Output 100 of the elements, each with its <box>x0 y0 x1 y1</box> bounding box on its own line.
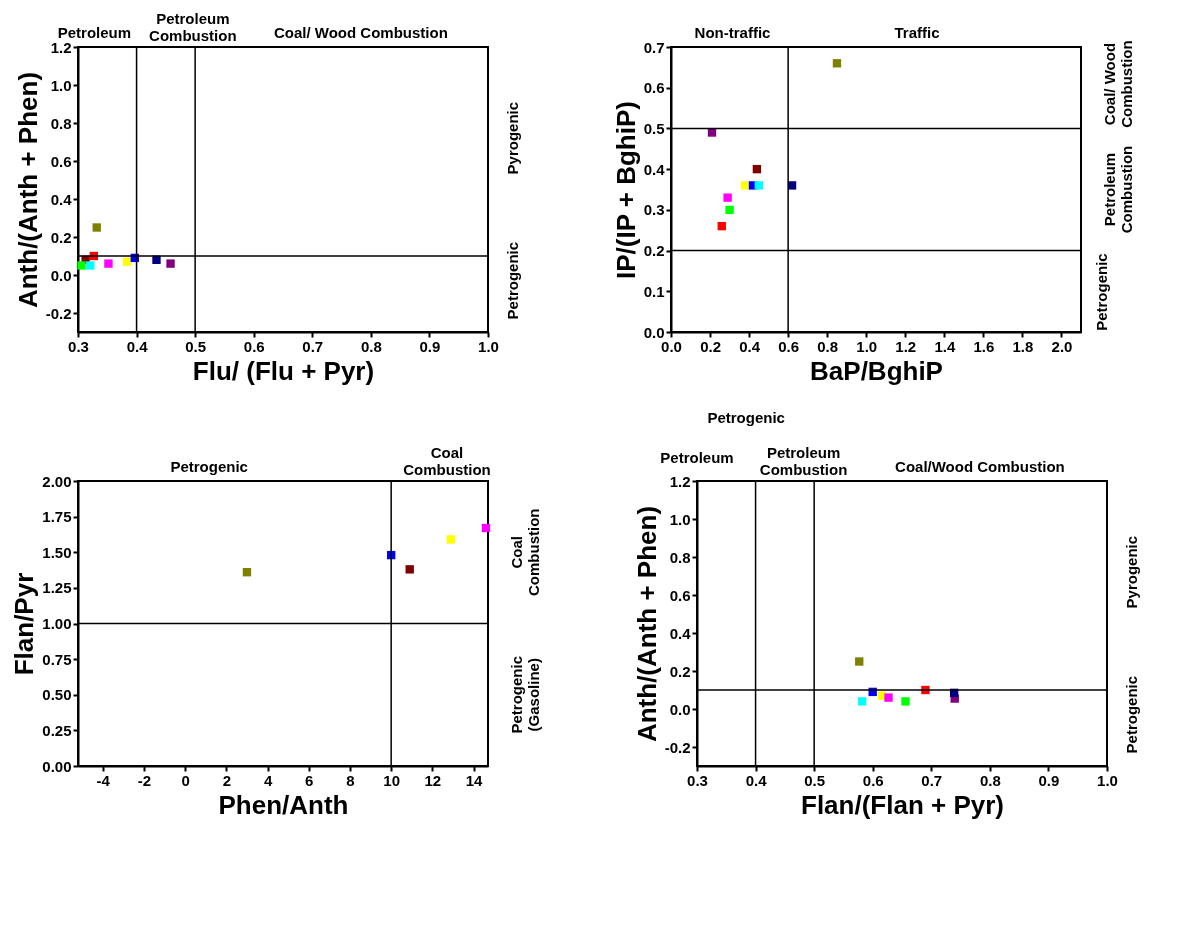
y-tick-label: 0.6 <box>50 152 72 170</box>
x-tick-label: 1.0 <box>478 337 499 355</box>
x-tick-label: 1.4 <box>934 337 956 355</box>
text: Petrogenic <box>707 409 785 427</box>
x-axis-title: Flan/(Flan + Pyr) <box>801 789 1004 820</box>
x-tick-label: 14 <box>465 771 484 789</box>
text: Petrogenic (Gasoline) <box>507 655 542 734</box>
x-tick-label: 10 <box>383 771 401 789</box>
x-tick-label: 0.7 <box>921 771 943 789</box>
y-tick-label: 0.7 <box>643 38 665 56</box>
x-axis-title: Flu/ (Flu + Pyr) <box>192 355 375 386</box>
y-tick-label: 0.50 <box>42 686 72 704</box>
x-tick-label: 0.5 <box>185 337 207 355</box>
x-tick-label: -4 <box>96 771 111 789</box>
x-tick-label: 8 <box>346 771 355 789</box>
y-tick-label: 0.0 <box>643 323 665 341</box>
point <box>481 523 491 533</box>
text: Coal/ Wood Combustion <box>273 23 448 41</box>
y-tick-label: 0.6 <box>643 79 665 97</box>
point <box>104 259 113 268</box>
x-tick-label: 1.8 <box>1012 337 1034 355</box>
y-axis-title: Flan/Pyr <box>9 572 40 676</box>
x-tick-label: 0.3 <box>68 337 89 355</box>
x-tick-label: 0.6 <box>243 337 265 355</box>
x-tick-label: -2 <box>137 771 152 789</box>
point <box>752 164 762 174</box>
y-tick-label: 0.3 <box>643 201 665 219</box>
y-tick-label: 0.1 <box>643 282 665 300</box>
point <box>855 657 864 666</box>
y-tick-label: 1.00 <box>42 615 72 632</box>
text: Coal/ Wood Combustion <box>1100 40 1135 128</box>
text: Pyrogenic <box>503 101 521 175</box>
text: Petrogenic <box>1092 253 1110 331</box>
text: Coal/Wood Combustion <box>895 457 1065 475</box>
point <box>741 181 750 190</box>
y-tick-label: 0.6 <box>669 586 691 604</box>
text: Petroleum <box>660 449 734 467</box>
x-tick-label: 0.8 <box>360 337 382 355</box>
x-tick-label: 0.4 <box>739 337 761 355</box>
text: Petroleum Combustion <box>759 443 848 478</box>
y-tick-label: 0.0 <box>50 266 72 284</box>
x-tick-label: 1.2 <box>895 337 917 355</box>
text: Traffic <box>894 23 940 41</box>
point <box>725 205 734 215</box>
text: Coal Combustion <box>507 508 542 596</box>
x-tick-label: 0.7 <box>302 337 324 355</box>
y-tick-label: 1.50 <box>42 543 72 561</box>
y-tick-label: -0.2 <box>45 304 72 322</box>
x-tick-label: 0.2 <box>700 337 721 355</box>
x-tick-label: 12 <box>424 771 442 789</box>
x-tick-label: 2 <box>222 771 232 789</box>
x-tick-label: 0.9 <box>419 337 441 355</box>
y-axis-title: Anth/(Anth + Phen) <box>12 71 43 309</box>
y-tick-label: 1.0 <box>50 76 72 94</box>
x-tick-label: 1.6 <box>973 337 995 355</box>
point <box>92 223 101 232</box>
x-tick-label: 0.4 <box>126 337 149 355</box>
y-tick-label: 0.75 <box>42 650 72 668</box>
text: Petroleum <box>57 23 132 41</box>
y-axis-title: Anth/(Anth + Phen) <box>631 505 662 743</box>
y-tick-label: 0.2 <box>643 242 665 260</box>
text: Pyrogenic <box>1122 535 1140 609</box>
x-tick-label: 0.8 <box>979 771 1001 789</box>
point <box>77 261 86 270</box>
point <box>857 697 867 706</box>
y-tick-label: 0.4 <box>669 624 692 642</box>
point <box>884 693 893 702</box>
text: Petrogenic <box>1122 675 1140 754</box>
text: Petroleum Combustion <box>149 9 237 44</box>
y-tick-label: 0.25 <box>42 721 72 739</box>
point <box>123 257 132 266</box>
x-tick-label: 0.6 <box>778 337 800 355</box>
y-tick-label: 1.2 <box>50 38 72 56</box>
y-tick-label: 1.75 <box>42 508 72 526</box>
y-tick-label: 2.00 <box>42 472 72 490</box>
y-tick-label: 0.2 <box>50 228 72 246</box>
text: Petroleum Combustion <box>1100 145 1135 234</box>
y-tick-label: 0.4 <box>50 190 73 208</box>
x-tick-label: 0.4 <box>745 771 768 789</box>
x-tick-label: 4 <box>263 771 273 789</box>
text: Coal Combustion <box>403 443 491 478</box>
y-tick-label: 0.8 <box>669 548 691 566</box>
text: Petrogenic <box>503 241 521 320</box>
y-tick-label: 1.2 <box>669 472 691 490</box>
y-tick-label: 0.4 <box>643 160 666 178</box>
y-tick-label: 1.0 <box>669 510 691 528</box>
point <box>446 535 456 544</box>
y-tick-label: 0.0 <box>669 700 691 718</box>
text: Non-traffic <box>694 23 771 41</box>
x-axis-title: Phen/Anth <box>218 789 349 820</box>
x-tick-label: 0 <box>181 771 190 789</box>
point <box>717 221 726 231</box>
x-tick-label: 0.9 <box>1038 771 1060 789</box>
y-axis-title: IP/(IP + BghiP) <box>610 101 641 279</box>
y-tick-label: 1.25 <box>42 579 72 597</box>
x-tick-label: 1.0 <box>1097 771 1118 789</box>
x-tick-label: 0.6 <box>862 771 884 789</box>
x-tick-label: 6 <box>305 771 314 789</box>
x-tick-label: 1.0 <box>856 337 878 355</box>
y-tick-label: 0.00 <box>42 757 72 775</box>
